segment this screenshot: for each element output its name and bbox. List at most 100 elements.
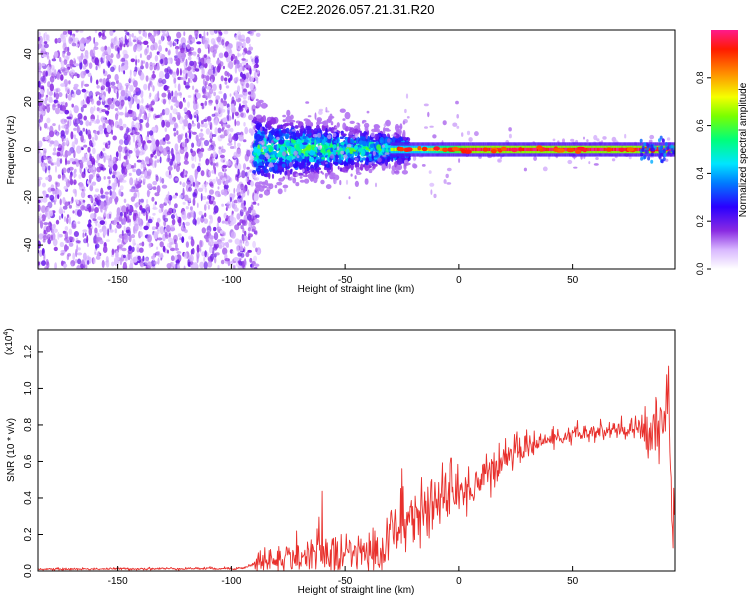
- heatmap-cell: [223, 93, 227, 101]
- heatmap-cell: [57, 174, 62, 179]
- heatmap-cell: [376, 144, 381, 151]
- heatmap-cell: [64, 177, 68, 182]
- heatmap-cell: [237, 41, 242, 47]
- heatmap-cell: [141, 208, 146, 213]
- heatmap-cell: [301, 153, 304, 156]
- heatmap-cell: [100, 46, 105, 52]
- heatmap-cell: [262, 115, 267, 123]
- heatmap-cell: [40, 85, 45, 90]
- heatmap-cell: [242, 100, 248, 105]
- heatmap-cell: [88, 133, 92, 140]
- heatmap-cell: [87, 146, 91, 153]
- heatmap-cell: [204, 100, 208, 106]
- heatmap-cell: [150, 44, 156, 51]
- heatmap-cell: [100, 85, 106, 90]
- heatmap-cell: [206, 115, 212, 122]
- heatmap-cell: [249, 82, 254, 91]
- heatmap-cell: [617, 147, 619, 152]
- heatmap-cell: [216, 36, 221, 43]
- heatmap-cell: [192, 181, 196, 187]
- heatmap-cell: [107, 97, 113, 105]
- heatmap-cell: [133, 71, 137, 77]
- heatmap-cell: [107, 185, 112, 190]
- heatmap-cell: [289, 156, 292, 163]
- heatmap-cell: [185, 132, 188, 139]
- heatmap-cell: [255, 168, 261, 172]
- heatmap-cell: [148, 32, 152, 38]
- heatmap-cell: [68, 204, 72, 209]
- heatmap-cell: [101, 30, 106, 34]
- heatmap-cell: [186, 44, 191, 50]
- heatmap-cell: [394, 147, 397, 152]
- heatmap-cell: [38, 233, 44, 240]
- heatmap-cell: [114, 197, 118, 205]
- heatmap-cell: [93, 46, 99, 50]
- heatmap-cell: [161, 78, 167, 85]
- heatmap-cell: [161, 184, 168, 189]
- heatmap-cell: [295, 173, 299, 177]
- heatmap-cell: [46, 117, 51, 124]
- heatmap-cell: [224, 70, 229, 77]
- heatmap-cell: [100, 57, 103, 65]
- heatmap-cell: [135, 150, 141, 154]
- heatmap-cell: [165, 47, 168, 52]
- heatmap-cell: [111, 174, 116, 179]
- heatmap-cell: [236, 132, 241, 136]
- heatmap-cell: [61, 125, 67, 129]
- heatmap-cell: [99, 228, 103, 233]
- heatmap-cell: [218, 91, 223, 94]
- heatmap-cell: [325, 107, 328, 113]
- heatmap-cell: [67, 253, 71, 257]
- heatmap-cell: [251, 225, 257, 232]
- heatmap-cell: [38, 199, 41, 204]
- heatmap-cell: [478, 147, 480, 152]
- heatmap-cell: [199, 65, 204, 71]
- heatmap-cell: [124, 82, 130, 87]
- heatmap-cell: [136, 213, 139, 219]
- heatmap-cell: [303, 138, 309, 144]
- heatmap-cell: [95, 160, 99, 164]
- heatmap-cell: [209, 189, 214, 195]
- heatmap-cell: [149, 92, 152, 98]
- heatmap-cell: [218, 146, 222, 150]
- heatmap-cell: [68, 80, 71, 85]
- heatmap-cell: [69, 236, 73, 241]
- heatmap-cell: [115, 151, 119, 158]
- heatmap-cell: [58, 92, 63, 98]
- heatmap-cell: [107, 228, 110, 237]
- heatmap-cell: [73, 83, 79, 88]
- heatmap-cell: [254, 139, 260, 146]
- heatmap-cell: [237, 142, 241, 148]
- heatmap-cell: [140, 171, 145, 175]
- heatmap-cell: [176, 258, 180, 266]
- heatmap-cell: [210, 196, 214, 201]
- heatmap-cell: [267, 144, 271, 148]
- heatmap-cell: [88, 227, 93, 236]
- heatmap-cell: [536, 147, 539, 152]
- heatmap-cell: [135, 87, 139, 92]
- heatmap-cell: [108, 213, 112, 219]
- heatmap-cell: [232, 210, 234, 214]
- heatmap-cell: [143, 40, 149, 45]
- heatmap-cell: [56, 182, 60, 187]
- heatmap-cell: [169, 120, 175, 125]
- heatmap-cell: [95, 91, 100, 95]
- heatmap-cell: [129, 75, 133, 84]
- heatmap-cell: [140, 174, 143, 179]
- heatmap-cell: [518, 147, 523, 152]
- heatmap-cell: [213, 91, 217, 97]
- heatmap-cell: [283, 126, 286, 129]
- heatmap-cell: [62, 263, 68, 268]
- heatmap-cell: [152, 180, 158, 186]
- heatmap-cell: [248, 46, 254, 51]
- heatmap-cell: [210, 253, 214, 261]
- heatmap-cell: [595, 147, 597, 152]
- heatmap-cell: [105, 78, 110, 87]
- heatmap-cell: [139, 198, 144, 203]
- heatmap-cell: [82, 58, 88, 65]
- heatmap-cell: [49, 194, 55, 201]
- heatmap-cell: [80, 191, 86, 199]
- heatmap-cell: [277, 126, 282, 130]
- heatmap-cell: [74, 118, 81, 125]
- heatmap-cell: [114, 73, 119, 82]
